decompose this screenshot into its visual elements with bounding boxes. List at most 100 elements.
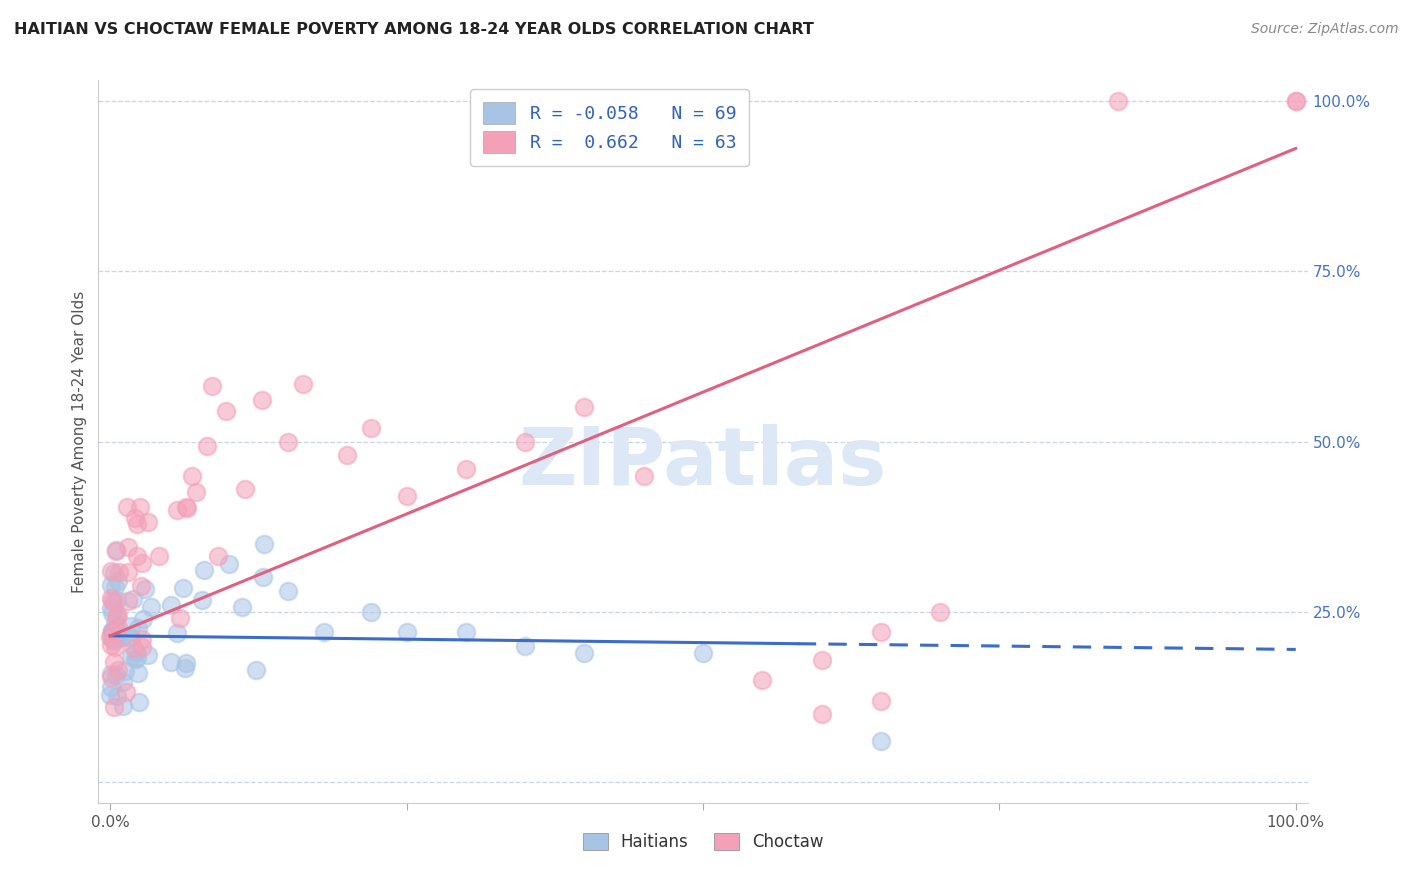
Point bbox=[200, 378, 222, 392]
Point bbox=[114, 665, 136, 679]
Point bbox=[160, 655, 183, 669]
Point bbox=[107, 620, 129, 634]
Point bbox=[103, 633, 125, 648]
Point bbox=[515, 434, 537, 449]
Point bbox=[172, 581, 194, 595]
Point bbox=[103, 623, 125, 637]
Point bbox=[100, 564, 122, 578]
Point bbox=[101, 632, 124, 646]
Text: HAITIAN VS CHOCTAW FEMALE POVERTY AMONG 18-24 YEAR OLDS CORRELATION CHART: HAITIAN VS CHOCTAW FEMALE POVERTY AMONG … bbox=[14, 22, 814, 37]
Point bbox=[454, 462, 477, 476]
Point bbox=[120, 619, 142, 633]
Point bbox=[395, 625, 418, 640]
Point bbox=[108, 565, 131, 579]
Legend: Haitians, Choctaw: Haitians, Choctaw bbox=[574, 825, 832, 860]
Point bbox=[118, 629, 141, 643]
Point bbox=[103, 581, 125, 595]
Point bbox=[574, 401, 596, 415]
Point bbox=[1285, 94, 1308, 108]
Point bbox=[103, 595, 125, 609]
Point bbox=[117, 500, 139, 514]
Point bbox=[104, 615, 127, 630]
Y-axis label: Female Poverty Among 18-24 Year Olds: Female Poverty Among 18-24 Year Olds bbox=[72, 291, 87, 592]
Point bbox=[100, 591, 122, 605]
Point bbox=[98, 689, 121, 703]
Point bbox=[207, 549, 229, 563]
Point bbox=[124, 652, 146, 666]
Text: Source: ZipAtlas.com: Source: ZipAtlas.com bbox=[1251, 22, 1399, 37]
Point bbox=[193, 563, 215, 577]
Point bbox=[129, 500, 152, 514]
Point bbox=[101, 624, 124, 638]
Point bbox=[176, 500, 198, 515]
Point bbox=[181, 468, 204, 483]
Point bbox=[104, 627, 127, 641]
Point bbox=[131, 632, 153, 646]
Point bbox=[166, 625, 188, 640]
Point bbox=[633, 468, 655, 483]
Point bbox=[128, 695, 150, 709]
Point bbox=[103, 700, 125, 714]
Point bbox=[336, 448, 359, 462]
Point bbox=[169, 611, 191, 625]
Point bbox=[107, 574, 129, 588]
Point bbox=[125, 645, 148, 659]
Point bbox=[277, 434, 299, 449]
Point bbox=[312, 625, 335, 640]
Point bbox=[692, 646, 714, 660]
Point bbox=[166, 502, 188, 516]
Point bbox=[195, 439, 218, 453]
Point bbox=[98, 630, 121, 644]
Point bbox=[231, 599, 253, 614]
Point bbox=[810, 707, 832, 722]
Point bbox=[105, 593, 128, 607]
Point bbox=[100, 593, 122, 607]
Point bbox=[136, 648, 159, 662]
Point bbox=[103, 566, 125, 581]
Point bbox=[148, 549, 170, 563]
Point bbox=[218, 558, 240, 572]
Point bbox=[125, 517, 148, 532]
Point bbox=[104, 668, 127, 682]
Point bbox=[360, 605, 382, 619]
Point bbox=[134, 582, 156, 597]
Point bbox=[104, 640, 127, 654]
Point bbox=[869, 625, 891, 640]
Point bbox=[114, 685, 136, 699]
Point bbox=[100, 667, 122, 681]
Point bbox=[751, 673, 773, 687]
Point bbox=[125, 549, 148, 563]
Point bbox=[101, 624, 124, 638]
Text: ZIPatlas: ZIPatlas bbox=[519, 425, 887, 502]
Point bbox=[117, 565, 139, 579]
Point bbox=[105, 632, 128, 646]
Point bbox=[100, 638, 122, 652]
Point bbox=[131, 556, 153, 570]
Point bbox=[574, 646, 596, 660]
Point bbox=[122, 640, 145, 655]
Point bbox=[1107, 94, 1129, 108]
Point bbox=[103, 655, 125, 669]
Point bbox=[105, 543, 128, 558]
Point bbox=[120, 648, 142, 663]
Point bbox=[810, 653, 832, 667]
Point bbox=[117, 594, 139, 608]
Point bbox=[174, 500, 197, 514]
Point bbox=[184, 485, 207, 500]
Point bbox=[111, 630, 134, 644]
Point bbox=[107, 608, 129, 623]
Point bbox=[515, 639, 537, 653]
Point bbox=[215, 404, 238, 418]
Point bbox=[108, 626, 131, 640]
Point bbox=[131, 640, 153, 654]
Point bbox=[100, 670, 122, 684]
Point bbox=[360, 421, 382, 435]
Point bbox=[127, 651, 149, 665]
Point bbox=[253, 537, 276, 551]
Point bbox=[100, 680, 122, 694]
Point bbox=[869, 693, 891, 707]
Point bbox=[112, 675, 135, 690]
Point bbox=[292, 376, 315, 391]
Point bbox=[117, 540, 139, 554]
Point bbox=[132, 612, 155, 626]
